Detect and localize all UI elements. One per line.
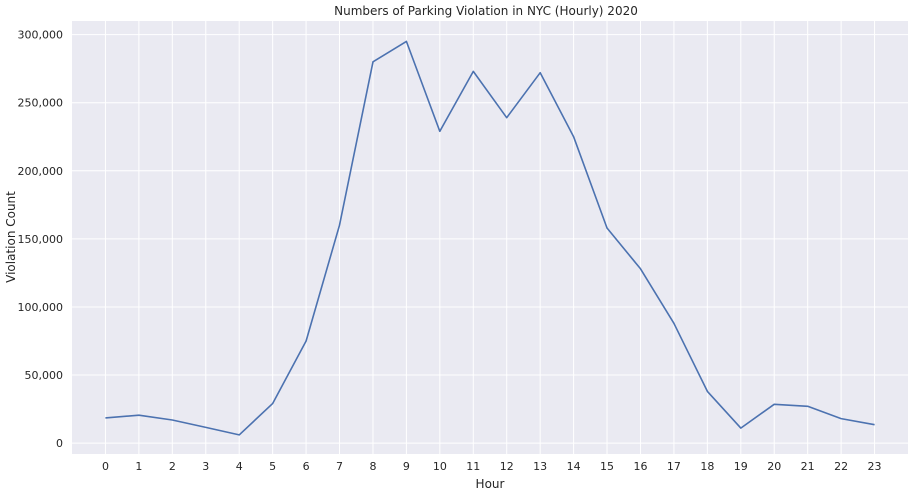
x-tick-label: 6 (303, 460, 310, 473)
plot-area (72, 21, 908, 454)
y-tick-label: 0 (56, 437, 63, 450)
x-tick-labels: 0 1 2 3 4 5 6 7 8 9 10 11 12 13 14 15 16 17 18 19 20 21 22 23 (102, 460, 882, 473)
y-tick-label: 300,000 (18, 29, 64, 42)
y-tick-label: 100,000 (18, 301, 64, 314)
x-tick-label: 22 (834, 460, 848, 473)
x-tick-label: 7 (336, 460, 343, 473)
y-axis-label: Violation Count (4, 191, 18, 283)
x-tick-label: 3 (202, 460, 209, 473)
x-tick-label: 0 (102, 460, 109, 473)
x-tick-label: 1 (135, 460, 142, 473)
x-tick-label: 14 (567, 460, 581, 473)
x-tick-label: 18 (700, 460, 714, 473)
x-tick-label: 17 (667, 460, 681, 473)
x-tick-label: 12 (500, 460, 514, 473)
y-tick-label: 250,000 (18, 97, 64, 110)
x-tick-label: 2 (169, 460, 176, 473)
x-tick-label: 10 (433, 460, 447, 473)
x-tick-label: 8 (369, 460, 376, 473)
x-tick-label: 16 (633, 460, 647, 473)
x-tick-label: 19 (734, 460, 748, 473)
y-tick-label: 50,000 (25, 369, 64, 382)
x-axis-label: Hour (476, 477, 505, 491)
y-gridlines (72, 34, 908, 444)
series-line (105, 40, 875, 436)
x-tick-label: 23 (868, 460, 882, 473)
x-tick-label: 13 (533, 460, 547, 473)
chart-title: Numbers of Parking Violation in NYC (Hou… (334, 4, 638, 18)
x-tick-label: 9 (403, 460, 410, 473)
x-gridlines (104, 21, 876, 454)
x-tick-label: 20 (767, 460, 781, 473)
x-tick-label: 11 (466, 460, 480, 473)
x-tick-label: 5 (269, 460, 276, 473)
x-tick-label: 15 (600, 460, 614, 473)
x-tick-label: 21 (801, 460, 815, 473)
y-tick-label: 150,000 (18, 233, 64, 246)
x-tick-label: 4 (236, 460, 243, 473)
y-tick-label: 200,000 (18, 165, 64, 178)
series-group (105, 40, 875, 436)
y-tick-labels: 0 50,000 100,000 150,000 200,000 250,000 300,0… (18, 29, 64, 450)
